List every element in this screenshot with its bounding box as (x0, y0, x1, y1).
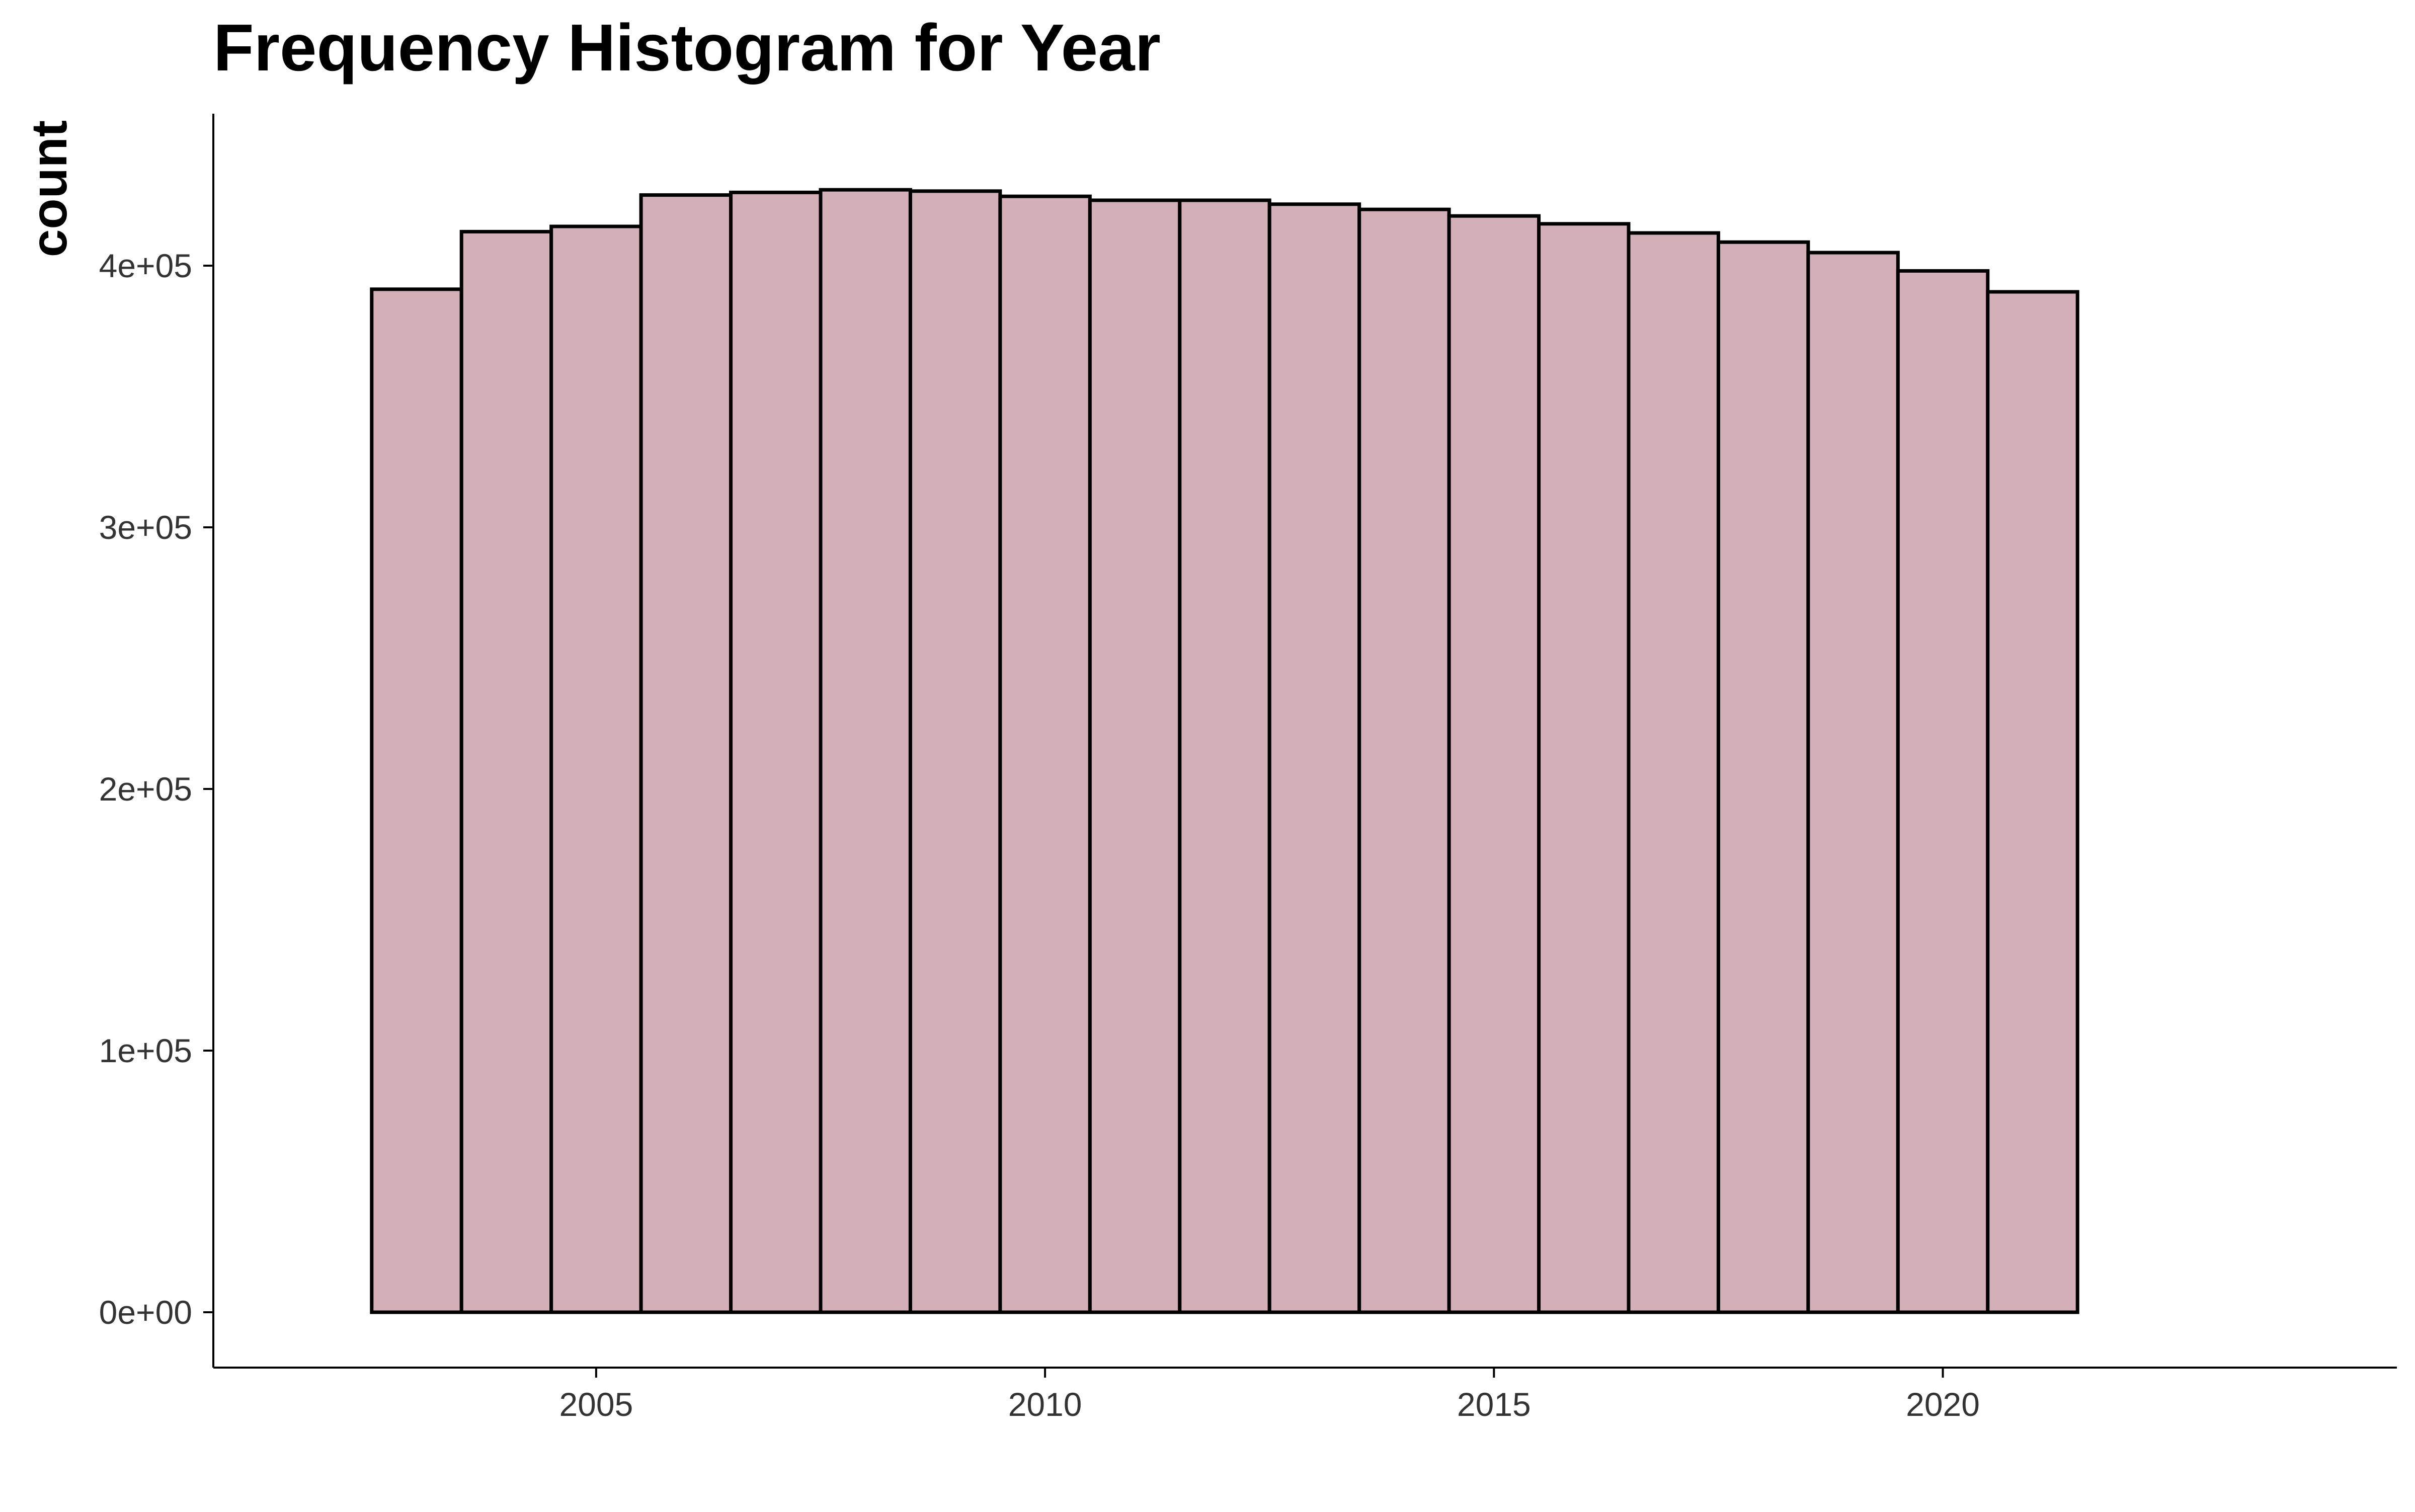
x-tick-label: 2005 (559, 1386, 633, 1423)
histogram-bar (1088, 198, 1182, 1314)
x-tick-label: 2010 (1008, 1386, 1082, 1423)
x-tick-label: 2020 (1906, 1386, 1980, 1423)
x-tick-label: 2015 (1457, 1386, 1531, 1423)
histogram-bar (1178, 198, 1271, 1314)
histogram-bar (1267, 202, 1361, 1314)
bars-layer (370, 188, 2079, 1314)
histogram-bar (459, 229, 553, 1314)
histogram-bar (1447, 214, 1541, 1314)
histogram-bar (1627, 231, 1720, 1314)
histogram-bar (819, 188, 912, 1314)
histogram-bar (1537, 222, 1631, 1314)
histogram-bar (549, 224, 643, 1314)
histogram-bar (1806, 251, 1900, 1314)
histogram-bar (1986, 290, 2079, 1314)
y-tick-label: 0e+00 (99, 1294, 192, 1331)
histogram-bar (1357, 207, 1451, 1314)
y-axis-label: count (21, 120, 77, 257)
histogram-bar (1896, 269, 1990, 1314)
y-tick-label: 4e+05 (99, 247, 192, 284)
axes-layer: 0e+00 1e+05 2e+05 3e+05 4e+05 2005 2010 2015 202… (99, 114, 2397, 1423)
histogram-bar (729, 190, 823, 1314)
chart-title: Frequency Histogram for Year (213, 11, 1161, 85)
histogram-bar (908, 189, 1002, 1314)
y-tick-label: 3e+05 (99, 509, 192, 546)
histogram-bar (639, 193, 733, 1314)
y-tick-label: 2e+05 (99, 770, 192, 808)
histogram-bar (998, 194, 1092, 1314)
y-tick-label: 1e+05 (99, 1032, 192, 1069)
histogram-bar (370, 287, 463, 1314)
histogram-bar (1716, 240, 1810, 1314)
